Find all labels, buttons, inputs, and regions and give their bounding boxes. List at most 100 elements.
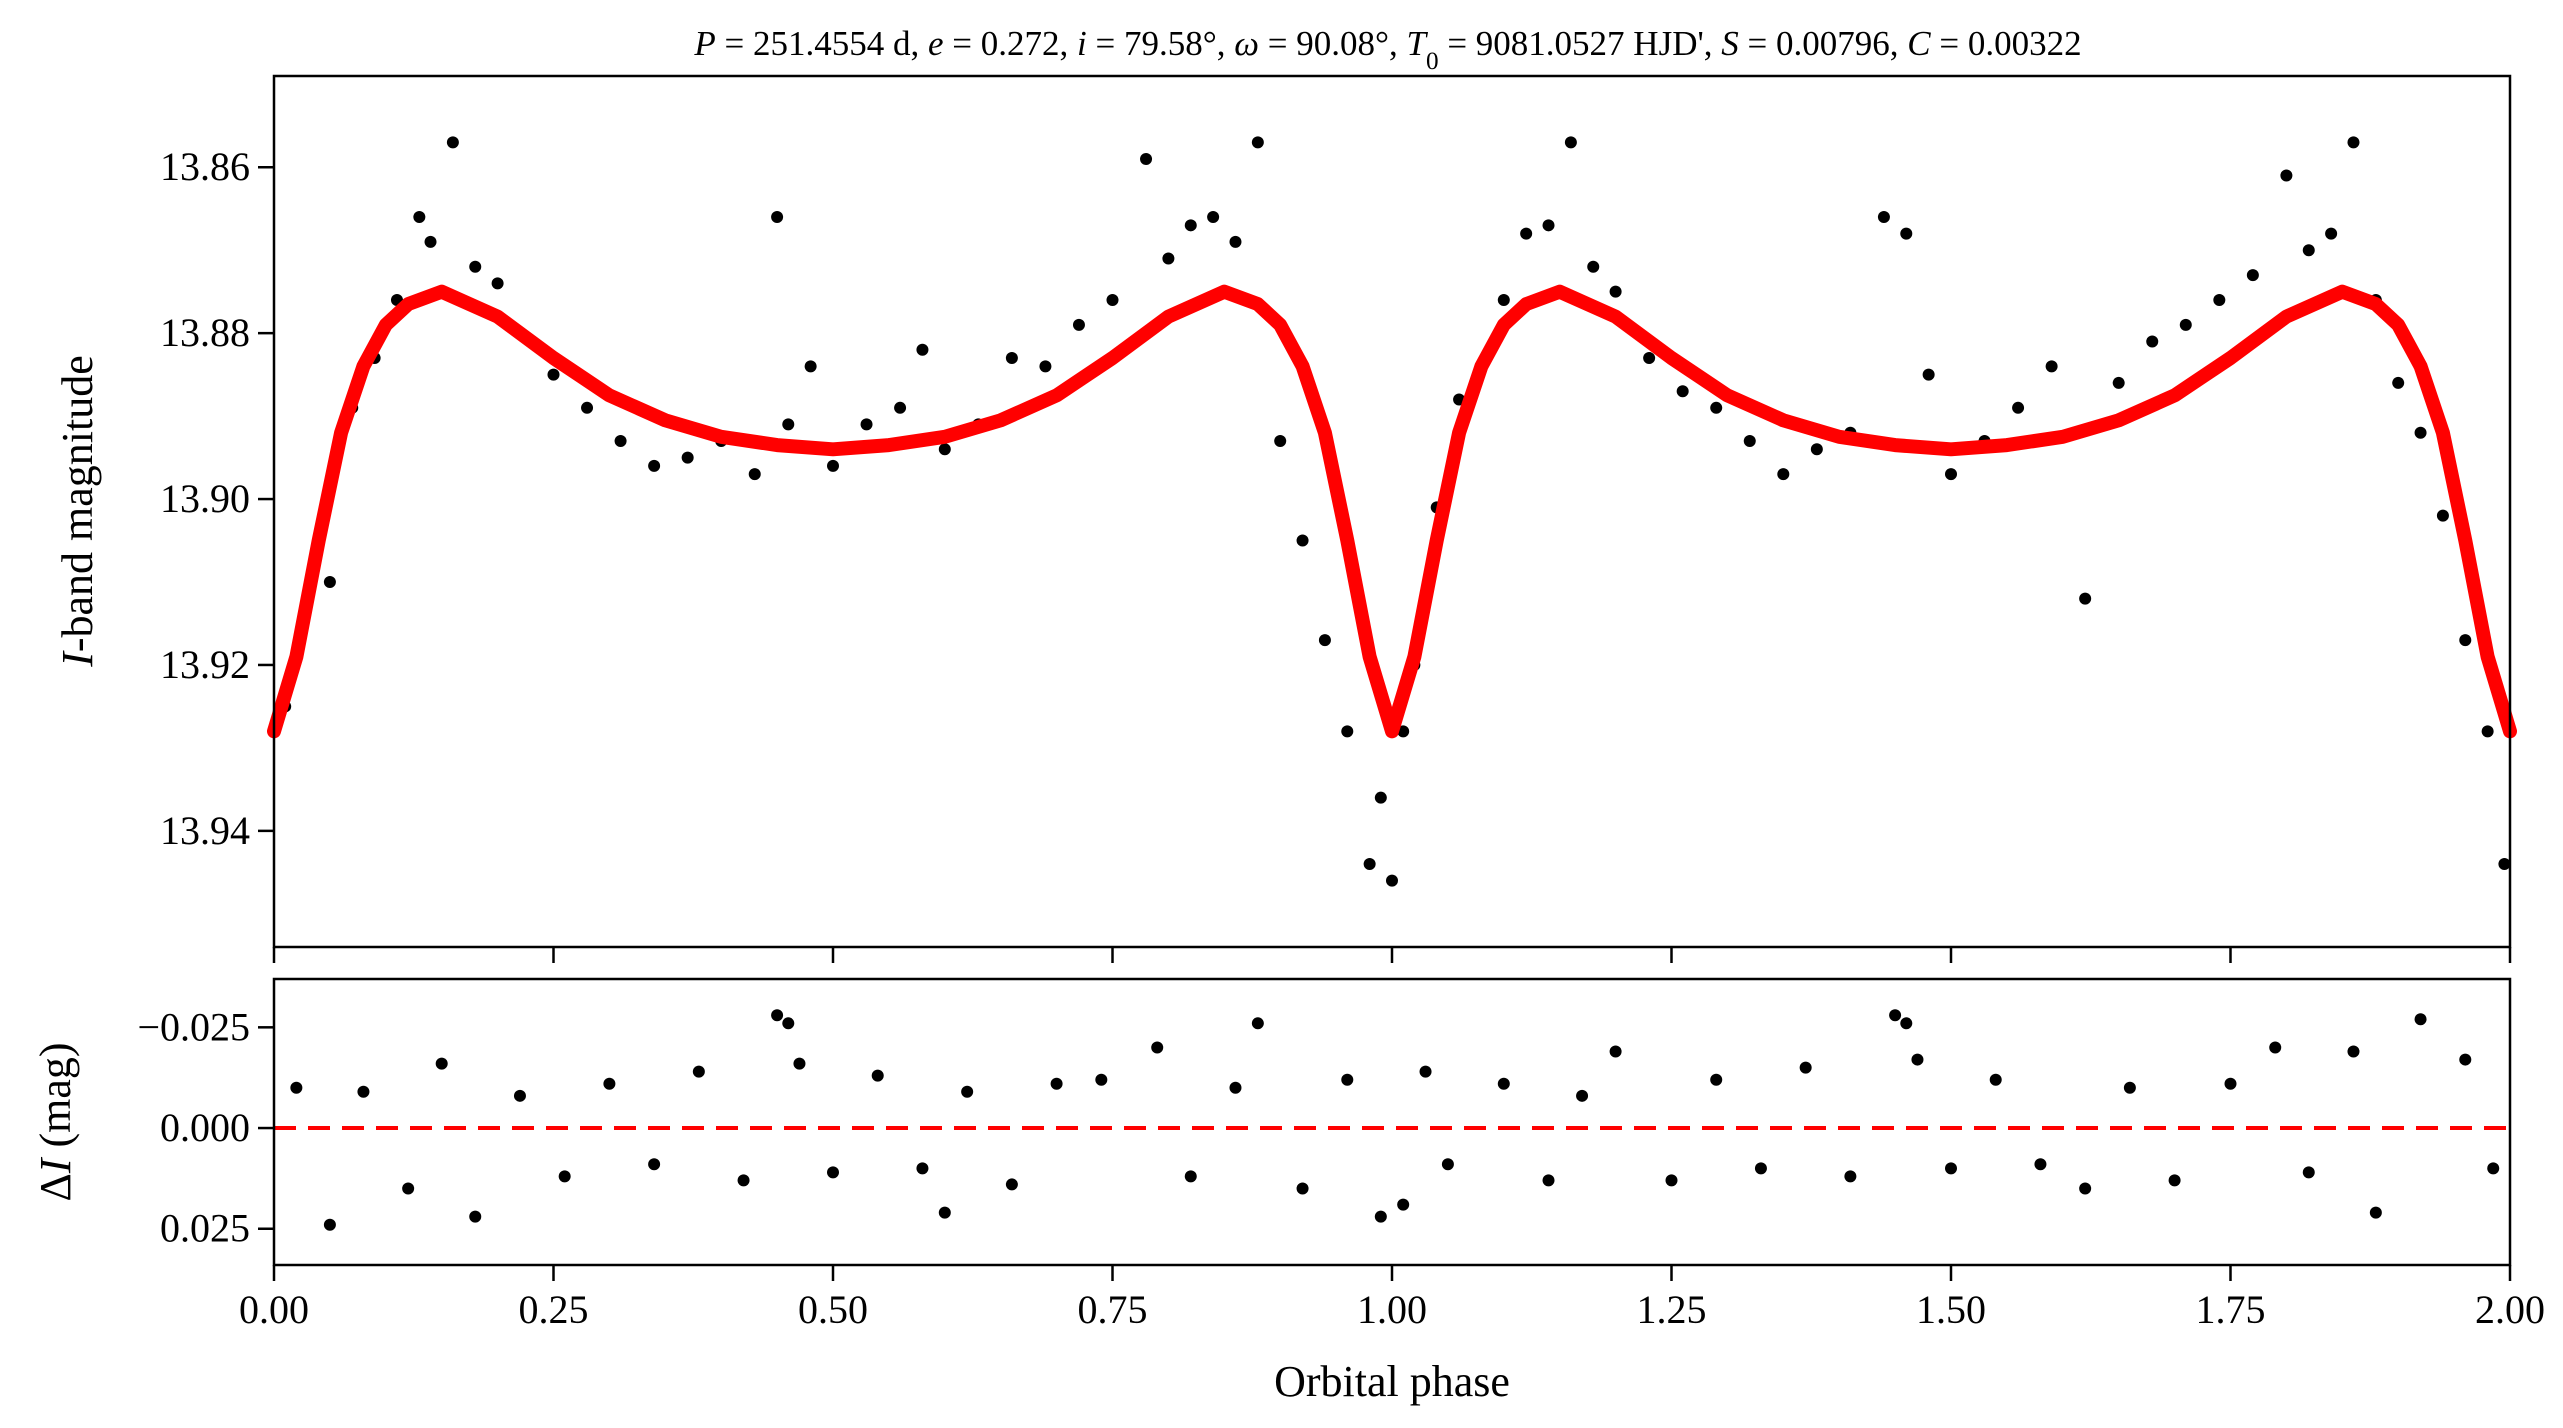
observation-point — [1341, 725, 1354, 738]
residual-point — [1609, 1045, 1622, 1058]
residual-point — [1374, 1210, 1387, 1223]
observation-point — [2481, 725, 2494, 738]
x-tick-label: 0.50 — [798, 1287, 868, 1332]
residual-point — [1542, 1174, 1555, 1187]
light-curve-x-ticks — [272, 947, 2512, 963]
residual-point — [2487, 1162, 2500, 1175]
x-tick-label: 0.75 — [1078, 1287, 1148, 1332]
observation-point — [581, 401, 594, 414]
residual-point — [1419, 1065, 1432, 1078]
observation-point — [1005, 352, 1018, 365]
observation-point — [1609, 285, 1622, 298]
observation-point — [491, 277, 504, 290]
residual-point — [2302, 1166, 2315, 1179]
residuals-plot-area — [274, 1009, 2510, 1231]
observation-point — [748, 468, 761, 481]
observation-point — [1274, 434, 1287, 447]
residual-point — [1441, 1158, 1454, 1171]
observation-point — [2213, 293, 2226, 306]
observation-point — [1039, 360, 1052, 373]
observation-point — [771, 211, 784, 224]
residual-point — [1945, 1162, 1957, 1175]
x-axis-label: Orbital phase — [1274, 1357, 1510, 1406]
residual-point — [323, 1218, 336, 1231]
residual-point — [2034, 1158, 2047, 1171]
observation-point — [938, 443, 951, 456]
observation-point — [1497, 293, 1510, 306]
light-curve-y-tick-label: 13.88 — [160, 310, 250, 355]
residual-point — [1050, 1077, 1063, 1090]
residuals-panel: −0.025 0.000 0.025 0.00 0.25 0.50 0.75 1.00 1.2… — [31, 977, 2545, 1406]
residual-point — [558, 1170, 571, 1183]
residual-point — [513, 1089, 526, 1102]
observation-point — [1318, 634, 1331, 647]
residuals-y-tick-label: 0.025 — [160, 1206, 250, 1251]
observation-point — [1296, 534, 1309, 547]
residual-point — [1341, 1073, 1354, 1086]
observation-point — [1710, 401, 1723, 414]
light-curve-y-tick-label: 13.90 — [160, 476, 250, 521]
observation-point — [2246, 269, 2259, 282]
residual-point — [648, 1158, 661, 1171]
observation-point — [1945, 468, 1957, 481]
observation-point — [547, 368, 560, 381]
residuals-y-ticks: −0.025 0.000 0.025 — [137, 1004, 274, 1251]
observation-point — [1587, 260, 1600, 273]
observation-point — [1251, 136, 1264, 149]
residual-point — [1900, 1017, 1913, 1030]
x-tick-label: 0.00 — [239, 1287, 309, 1332]
observation-point — [446, 136, 459, 149]
residual-point — [2269, 1041, 2282, 1054]
residual-point — [402, 1182, 415, 1195]
observation-point — [782, 418, 795, 431]
observation-point — [681, 451, 694, 464]
observation-point — [1810, 443, 1823, 456]
residual-point — [290, 1081, 303, 1094]
residual-point — [1799, 1061, 1812, 1074]
observation-point — [1229, 235, 1242, 248]
observation-point — [2045, 360, 2058, 373]
model-fit-curve — [267, 284, 2517, 739]
observation-point — [1363, 858, 1376, 871]
observation-point — [2436, 509, 2449, 522]
observation-point — [2302, 244, 2315, 257]
residual-point — [1397, 1198, 1410, 1211]
chart-title: P = 251.4554 d, e = 0.272, i = 79.58°, ω… — [693, 24, 2081, 75]
residual-point — [2369, 1206, 2382, 1219]
light-curve-panel: P = 251.4554 d, e = 0.272, i = 79.58°, ω… — [53, 24, 2517, 963]
residuals-y-tick-label: −0.025 — [137, 1004, 250, 1049]
residual-point — [1576, 1089, 1589, 1102]
residual-point — [1005, 1178, 1018, 1191]
residual-point — [1911, 1053, 1924, 1066]
residuals-y-tick-label: 0.000 — [160, 1105, 250, 1150]
residual-point — [938, 1206, 951, 1219]
observation-point — [1374, 791, 1387, 804]
x-tick-label: 1.75 — [2196, 1287, 2266, 1332]
residual-point — [1095, 1073, 1108, 1086]
observation-point — [1900, 227, 1913, 240]
residual-point — [603, 1077, 616, 1090]
residual-point — [1497, 1077, 1510, 1090]
observation-point — [860, 418, 873, 431]
residual-point — [1251, 1017, 1264, 1030]
x-tick-label: 1.00 — [1357, 1287, 1427, 1332]
light-curve-y-tick-label: 13.92 — [160, 642, 250, 687]
observation-point — [1072, 318, 1085, 331]
residual-point — [2459, 1053, 2472, 1066]
observation-point — [1877, 211, 1890, 224]
residual-point — [2123, 1081, 2136, 1094]
residual-point — [1754, 1162, 1767, 1175]
residual-point — [357, 1085, 370, 1098]
residual-point — [827, 1166, 839, 1179]
observation-point — [469, 260, 482, 273]
observation-point — [1777, 468, 1790, 481]
observation-point — [2112, 376, 2125, 389]
observation-point — [1743, 434, 1756, 447]
residual-point — [1296, 1182, 1309, 1195]
light-curve-y-axis-label: I-band magnitude — [53, 355, 102, 668]
light-curve-y-tick-label: 13.86 — [160, 144, 250, 189]
observation-point — [648, 459, 661, 472]
observation-point — [2280, 169, 2293, 182]
observation-point — [1386, 874, 1398, 887]
